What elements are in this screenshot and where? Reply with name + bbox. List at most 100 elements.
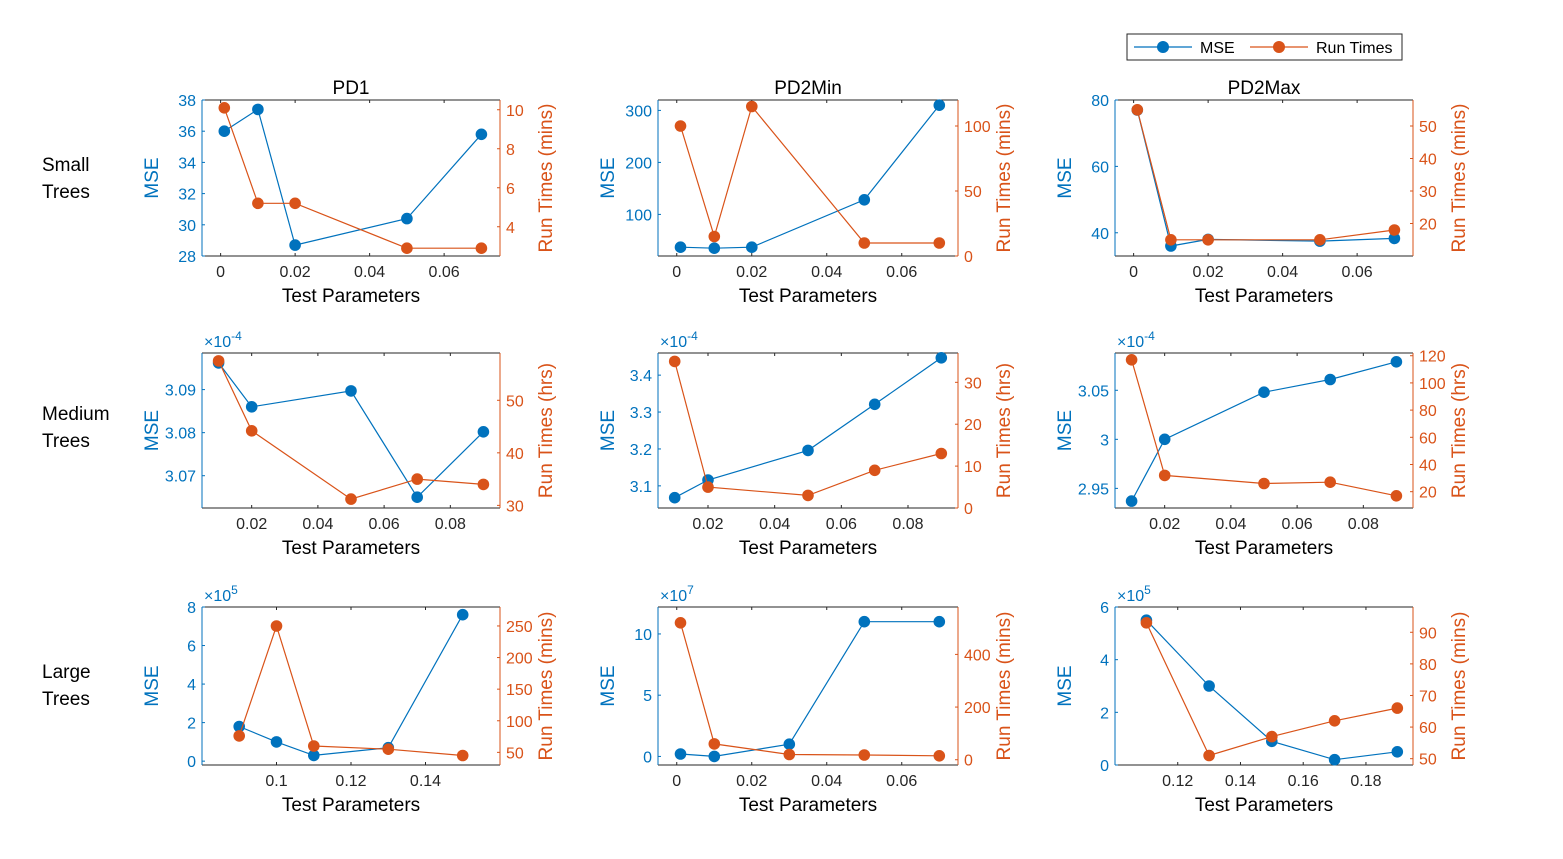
subplot-1-2: 0.02 0.04 0.06 0.08 Test Parameters 2.95 3 3.05… [1055, 329, 1470, 559]
subplot-1-1: 0.02 0.04 0.06 0.08 Test Parameters 3.1 3.2 3.3… [598, 329, 1015, 559]
left-y-tick-label: 4 [187, 677, 196, 694]
run-times-data-point [270, 620, 283, 632]
mse-data-point [233, 720, 245, 733]
left-y-tick-label: 32 [178, 187, 196, 204]
run-times-series-line [218, 360, 484, 500]
right-y-tick-label: 50 [1419, 119, 1437, 136]
mse-data-point [1125, 495, 1138, 507]
subplot-1-0: 0.02 0.04 0.06 0.08 Test Parameters 3.07 3.08 3… [142, 329, 557, 559]
run-times-data-point [933, 750, 946, 762]
left-y-tick-label: 0 [187, 754, 196, 771]
left-y-tick-label: 6 [1100, 600, 1109, 617]
run-times-data-point [475, 242, 488, 254]
left-y-exponent: ×10-4 [660, 329, 698, 351]
right-y-tick-label: 100 [506, 714, 533, 731]
run-times-data-point [668, 355, 681, 368]
legend-run-marker [1273, 41, 1285, 53]
x-tick-label: 0.14 [410, 773, 441, 790]
left-y-axis-label: MSE [1055, 410, 1076, 451]
mse-data-point [252, 103, 264, 116]
run-times-data-point [212, 355, 225, 367]
right-y-tick-label: 100 [1419, 376, 1446, 393]
right-y-tick-label: 0 [964, 249, 973, 266]
right-y-tick-label: 50 [506, 745, 524, 762]
run-times-data-point [252, 197, 264, 210]
mse-data-point [802, 444, 814, 457]
run-times-data-point [289, 197, 301, 210]
left-y-axis-label: MSE [598, 665, 619, 706]
right-y-tick-label: 50 [506, 393, 524, 410]
run-times-data-point [1324, 476, 1336, 489]
subplot-title: PD2Max [1228, 78, 1301, 99]
run-times-data-point [858, 237, 871, 249]
mse-data-point [1158, 433, 1171, 446]
run-times-data-point [401, 242, 413, 254]
left-y-exponent: ×10-4 [1117, 329, 1155, 351]
run-times-data-point [868, 464, 881, 477]
x-axis-label: Test Parameters [282, 286, 420, 307]
left-y-tick-label: 6 [187, 639, 196, 656]
x-tick-label: 0.06 [886, 773, 917, 790]
run-times-data-point [411, 473, 424, 485]
run-times-data-point [674, 617, 687, 629]
left-y-axis-label: MSE [142, 410, 163, 451]
x-tick-label: 0.06 [826, 516, 857, 533]
x-tick-label: 0.02 [1149, 516, 1180, 533]
x-tick-label: 0.08 [435, 516, 466, 533]
run-times-data-point [1158, 469, 1171, 482]
left-y-tick-label: 10 [634, 627, 652, 644]
run-times-data-point [935, 447, 948, 460]
x-tick-label: 0.04 [302, 516, 333, 533]
left-y-tick-label: 3.09 [165, 383, 196, 400]
mse-series-line [1136, 109, 1395, 247]
mse-data-point [858, 615, 871, 628]
run-times-data-point [1328, 715, 1341, 727]
right-y-tick-label: 0 [964, 753, 973, 770]
run-times-series-line [674, 361, 942, 497]
legend-run-label: Run Times [1316, 40, 1392, 57]
x-tick-label: 0.06 [1282, 516, 1313, 533]
row-label-medium-trees: Medium Trees [42, 404, 110, 452]
run-times-data-point [702, 481, 714, 493]
row-label-large-trees: Large Trees [42, 662, 91, 710]
subplot-0-1: 0 0.02 0.04 0.06 Test Parameters 100 200 300 0 50… [598, 78, 1015, 307]
right-y-tick-label: 40 [1419, 152, 1437, 169]
subplot-title: PD1 [333, 78, 370, 99]
right-y-tick-label: 0 [964, 501, 973, 518]
subplot-0-2: 0 0.02 0.04 0.06 Test Parameters 40 60 80 20 30 40… [1055, 78, 1470, 307]
run-times-data-point [218, 102, 231, 114]
right-y-tick-label: 200 [964, 700, 991, 717]
left-y-tick-label: 100 [625, 207, 652, 224]
right-y-tick-label: 30 [506, 498, 524, 515]
mse-data-point [345, 385, 357, 397]
left-y-axis-label: MSE [1055, 665, 1076, 706]
x-tick-label: 0.06 [369, 516, 400, 533]
right-y-tick-label: 80 [1419, 657, 1437, 674]
x-tick-label: 0.02 [280, 264, 311, 281]
subplot-0-0: 0 0.02 0.04 0.06 Test Parameters 28 30 32 34 36 38… [142, 78, 557, 307]
legend-mse-marker [1157, 41, 1169, 53]
x-tick-label: 0 [672, 773, 681, 790]
mse-data-point [477, 426, 490, 438]
run-times-data-point [245, 425, 258, 437]
x-tick-label: 0.16 [1288, 773, 1319, 790]
mse-data-point [245, 401, 258, 413]
mse-data-point [708, 242, 721, 254]
right-y-tick-label: 10 [506, 103, 524, 120]
right-y-tick-label: 80 [1419, 403, 1437, 420]
x-axis-label: Test Parameters [1195, 795, 1333, 816]
right-y-tick-label: 10 [964, 459, 982, 476]
mse-data-point [668, 491, 681, 504]
x-tick-label: 0 [1129, 264, 1138, 281]
x-tick-label: 0.08 [892, 516, 923, 533]
run-times-data-point [1314, 234, 1326, 246]
left-y-tick-label: 3.1 [630, 479, 652, 496]
subplot-2-2: 0.12 0.14 0.16 0.18 Test Parameters 0 2 4 6 50 60 7… [1055, 583, 1470, 816]
left-y-tick-label: 0 [643, 749, 652, 766]
mse-data-point [289, 239, 301, 251]
run-times-data-point [1202, 234, 1214, 246]
run-times-data-point [477, 478, 490, 491]
legend-mse-label: MSE [1200, 40, 1235, 57]
right-y-axis-label: Run Times (mins) [994, 104, 1015, 253]
